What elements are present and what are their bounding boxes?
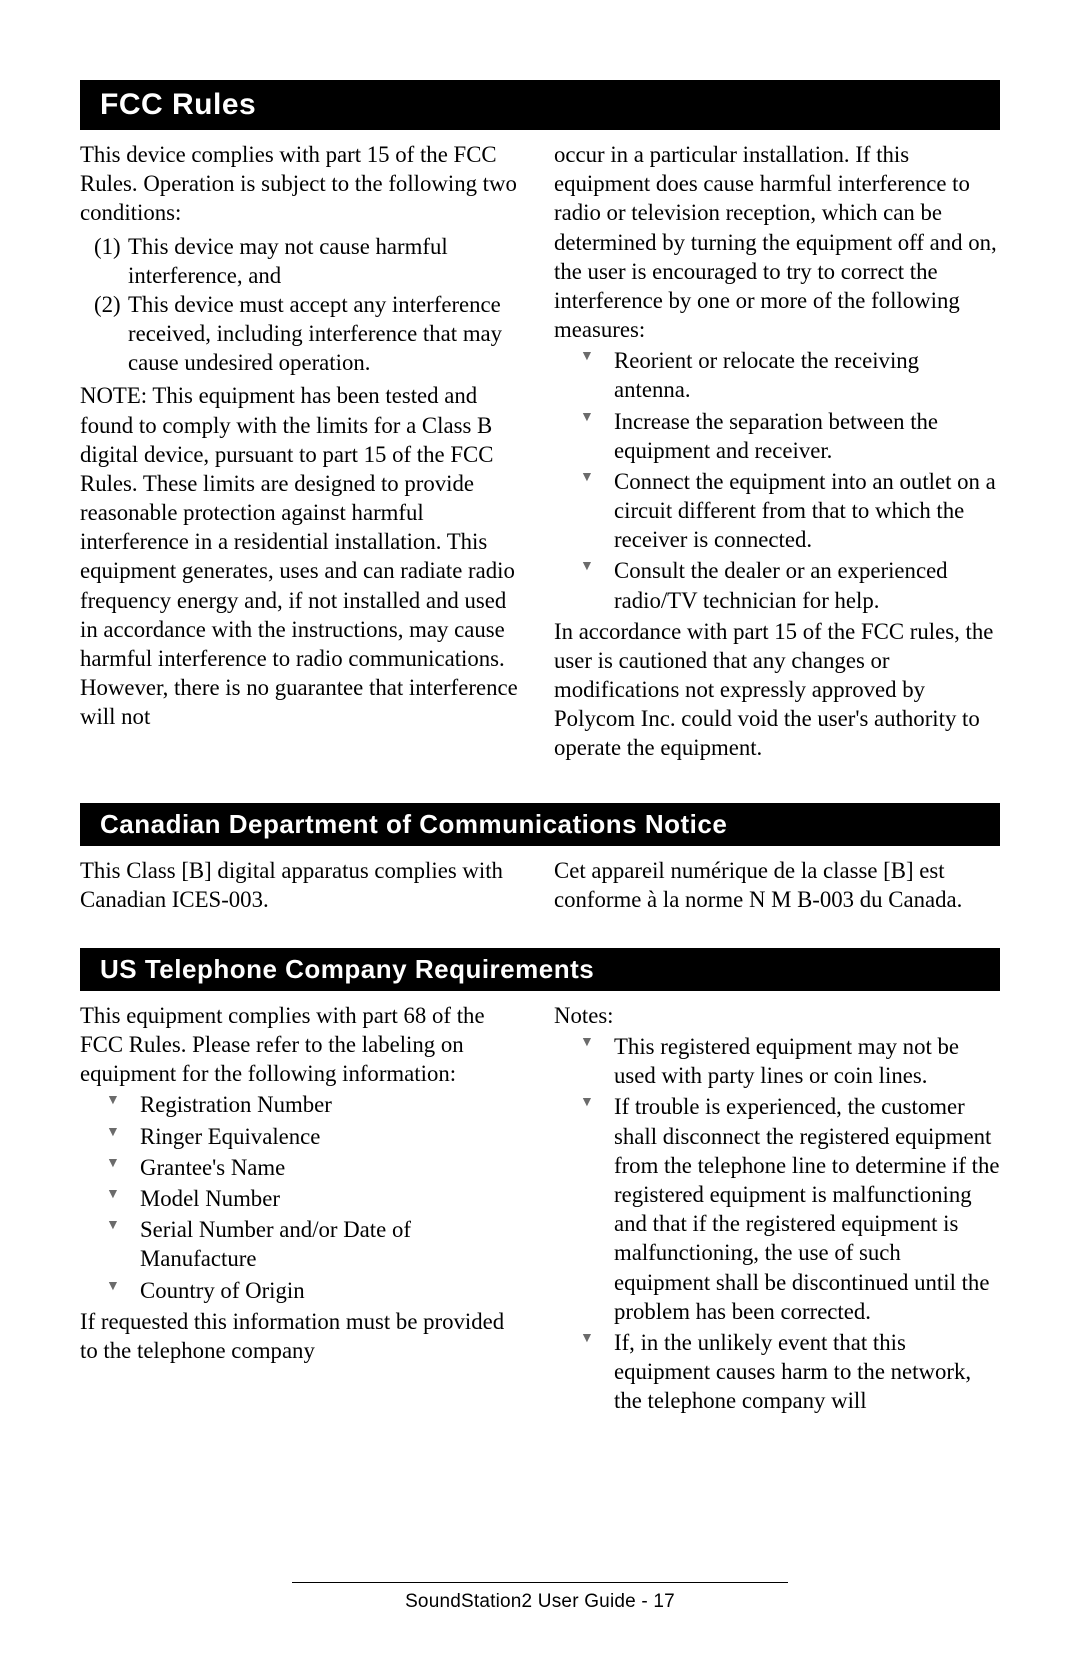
- section-header-ustel: US Telephone Company Requirements: [80, 948, 1000, 991]
- ustel-l5: Serial Number and/or Date of Manufacture: [140, 1215, 526, 1273]
- fcc-measure-3: Connect the equipment into an outlet on …: [614, 467, 1000, 555]
- ustel-col-right: Notes: This registered equipment may not…: [554, 1001, 1000, 1417]
- ustel-l1: Registration Number: [140, 1090, 526, 1119]
- fcc-measure-2: Increase the separation between the equi…: [614, 407, 1000, 465]
- fcc-note: NOTE: This equipment has been tested and…: [80, 381, 526, 731]
- ustel-right-intro: Notes:: [554, 1001, 1000, 1030]
- fcc-measure-1: Reorient or relocate the receiving anten…: [614, 346, 1000, 404]
- section-header-fcc: FCC Rules: [80, 80, 1000, 130]
- fcc-measures-list: Reorient or relocate the receiving anten…: [554, 346, 1000, 615]
- ustel-left-list: Registration Number Ringer Equivalence G…: [80, 1090, 526, 1304]
- num-label: (1): [94, 232, 121, 261]
- ustel-r3: If, in the unlikely event that this equi…: [614, 1328, 1000, 1416]
- ustel-col-left: This equipment complies with part 68 of …: [80, 1001, 526, 1417]
- canada-col-left: This Class [B] digital apparatus complie…: [80, 856, 526, 914]
- ustel-l2: Ringer Equivalence: [140, 1122, 526, 1151]
- canada-right-text: Cet appareil numérique de la classe [B] …: [554, 856, 1000, 914]
- section-header-canada: Canadian Department of Communications No…: [80, 803, 1000, 846]
- ustel-left-intro: This equipment complies with part 68 of …: [80, 1001, 526, 1089]
- fcc-measure-4: Consult the dealer or an experienced rad…: [614, 556, 1000, 614]
- num-label: (2): [94, 290, 121, 319]
- fcc-conditions-list: (1) This device may not cause harmful int…: [80, 232, 526, 378]
- ustel-r2: If trouble is experienced, the customer …: [614, 1092, 1000, 1325]
- footer-text: SoundStation2 User Guide - 17: [80, 1591, 1000, 1613]
- ustel-r1: This registered equipment may not be use…: [614, 1032, 1000, 1090]
- ustel-l4: Model Number: [140, 1184, 526, 1213]
- fcc-body: This device complies with part 15 of the…: [80, 140, 1000, 763]
- ustel-l3: Grantee's Name: [140, 1153, 526, 1182]
- ustel-right-list: This registered equipment may not be use…: [554, 1032, 1000, 1415]
- page-footer: SoundStation2 User Guide - 17: [80, 1582, 1000, 1613]
- fcc-col-left: This device complies with part 15 of the…: [80, 140, 526, 763]
- fcc-cond-1-text: This device may not cause harmful interf…: [128, 234, 448, 288]
- footer-rule: [292, 1582, 789, 1583]
- ustel-l6: Country of Origin: [140, 1276, 526, 1305]
- canada-left-text: This Class [B] digital apparatus complie…: [80, 856, 526, 914]
- fcc-col-right: occur in a particular installation. If t…: [554, 140, 1000, 763]
- ustel-body: This equipment complies with part 68 of …: [80, 1001, 1000, 1417]
- canada-body: This Class [B] digital apparatus complie…: [80, 856, 1000, 914]
- fcc-cont: occur in a particular installation. If t…: [554, 140, 1000, 344]
- ustel-left-tail: If requested this information must be pr…: [80, 1307, 526, 1365]
- fcc-tail: In accordance with part 15 of the FCC ru…: [554, 617, 1000, 763]
- fcc-cond-1: (1)This device may not cause harmful int…: [128, 232, 526, 290]
- fcc-cond-2-text: This device must accept any interference…: [128, 292, 502, 375]
- canada-col-right: Cet appareil numérique de la classe [B] …: [554, 856, 1000, 914]
- fcc-intro: This device complies with part 15 of the…: [80, 140, 526, 228]
- fcc-cond-2: (2)This device must accept any interfere…: [128, 290, 526, 378]
